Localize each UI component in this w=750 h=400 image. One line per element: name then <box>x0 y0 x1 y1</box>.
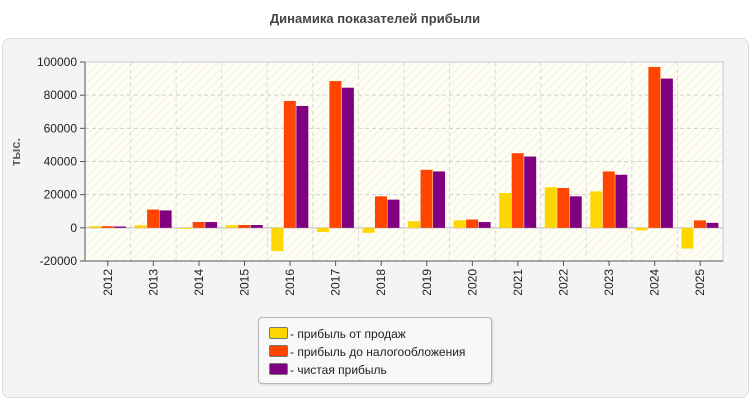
bar <box>374 196 387 228</box>
bar <box>706 222 719 228</box>
bar <box>114 226 127 228</box>
legend-item-pretax: - прибыль до налогообложения <box>269 345 465 359</box>
bar <box>635 227 648 231</box>
bar <box>660 78 673 228</box>
bar <box>453 220 466 228</box>
x-tick-label: 2015 <box>238 269 252 296</box>
bar <box>544 187 557 228</box>
bar <box>296 105 309 228</box>
bar <box>602 171 615 228</box>
legend-item-sales: - прибыль от продаж <box>269 327 406 341</box>
bar <box>524 156 537 228</box>
bars <box>89 66 719 252</box>
bar <box>466 219 479 228</box>
x-tick-label: 2014 <box>192 269 206 296</box>
bar <box>433 171 446 228</box>
x-tick-label: 2013 <box>146 269 160 296</box>
bar <box>225 225 238 228</box>
bar <box>238 225 251 228</box>
legend-swatch-pretax <box>269 345 288 357</box>
legend-label-sales: - прибыль от продаж <box>290 327 406 341</box>
bar <box>615 174 628 228</box>
x-tick-label: 2012 <box>101 269 115 296</box>
bar <box>341 87 354 228</box>
bar <box>681 227 694 249</box>
bar <box>569 196 582 228</box>
chart-title: Динамика показателей прибыли <box>269 11 481 26</box>
bar <box>205 222 218 228</box>
bar <box>89 226 102 228</box>
bar <box>316 227 329 232</box>
x-tick-label: 2018 <box>374 269 388 296</box>
legend: - прибыль от продаж - прибыль до налогоо… <box>258 317 492 384</box>
y-tick-label: 100000 <box>37 55 77 69</box>
bar <box>329 81 342 228</box>
legend-label-pretax: - прибыль до налогообложения <box>290 345 466 359</box>
bar <box>693 220 706 228</box>
bar <box>134 225 147 228</box>
legend-label-net: - чистая прибыль <box>290 363 387 377</box>
bar <box>250 225 263 228</box>
x-tick-label: 2020 <box>465 269 479 296</box>
y-tick-label: -20000 <box>40 254 78 268</box>
bar <box>159 210 172 228</box>
bar <box>180 227 193 229</box>
bar <box>511 153 524 228</box>
bar <box>557 188 570 228</box>
x-tick-label: 2021 <box>511 269 525 296</box>
bar <box>648 66 661 228</box>
x-tick-label: 2025 <box>693 269 707 296</box>
bar <box>499 193 512 228</box>
y-tick-label: 40000 <box>44 155 78 169</box>
x-tick-label: 2016 <box>283 269 297 296</box>
bar <box>192 222 205 228</box>
y-tick-label: 80000 <box>44 88 78 102</box>
bar <box>408 221 421 228</box>
bar <box>101 226 114 228</box>
x-tick-label: 2024 <box>648 269 662 296</box>
bar <box>147 209 160 228</box>
x-tick-label: 2023 <box>602 269 616 296</box>
bar <box>387 199 400 228</box>
bar <box>590 191 603 228</box>
legend-item-net: - чистая прибыль <box>269 363 387 377</box>
legend-swatch-sales <box>269 327 288 339</box>
y-tick-label: 60000 <box>44 121 78 135</box>
x-tick-label: 2019 <box>420 269 434 296</box>
y-tick-label: 20000 <box>44 188 78 202</box>
bar <box>283 100 296 228</box>
x-tick-label: 2022 <box>557 269 571 296</box>
bar <box>420 169 433 228</box>
x-tick-label: 2017 <box>329 269 343 296</box>
bar <box>362 227 375 233</box>
bar <box>271 227 284 252</box>
legend-swatch-net <box>269 363 288 375</box>
y-tick-label: 0 <box>70 221 77 235</box>
y-axis-label: тыс. <box>8 138 23 166</box>
bar <box>478 222 491 228</box>
axes: -20000 0 20000 40000 60000 80000 100000 2012 201… <box>37 55 723 296</box>
